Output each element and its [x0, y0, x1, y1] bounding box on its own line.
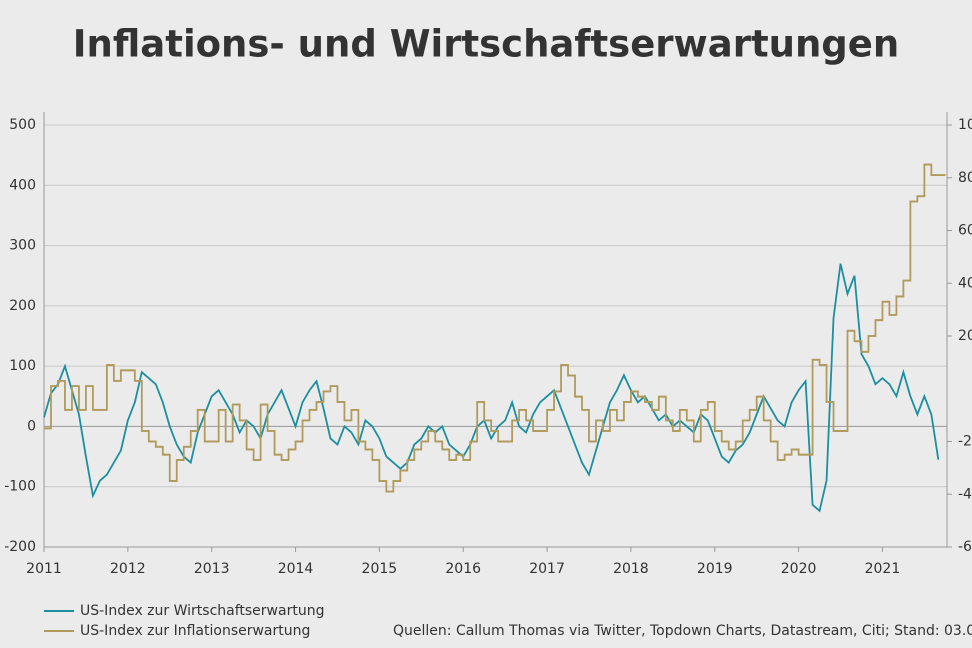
y2-tick-label: -60	[958, 539, 972, 555]
y-tick-label: 400	[9, 177, 36, 193]
x-tick-label: 2012	[110, 561, 146, 577]
y-tick-label: 500	[9, 117, 36, 133]
legend-label: US-Index zur Wirtschaftserwartung	[80, 603, 324, 619]
y-tick-label: -200	[4, 539, 36, 555]
x-tick-label: 2020	[781, 561, 817, 577]
y2-tick-label: -40	[958, 486, 972, 502]
chart-title: Inflations- und Wirtschaftserwartungen	[73, 23, 899, 66]
y-tick-label: -100	[4, 479, 36, 495]
y2-tick-label: 40	[958, 275, 972, 291]
y-tick-label: 0	[27, 418, 36, 434]
x-tick-label: 2013	[194, 561, 230, 577]
step-connector	[44, 163, 946, 493]
legend-label: US-Index zur Inflationserwartung	[80, 623, 310, 639]
series-line	[43, 263, 940, 513]
x-tick-label: 2019	[697, 561, 733, 577]
x-tick-label: 2015	[362, 561, 398, 577]
x-tick-label: 2017	[529, 561, 565, 577]
y2-tick-label: 20	[958, 328, 972, 344]
x-tick-label: 2018	[613, 561, 649, 577]
source-note: Quellen: Callum Thomas via Twitter, Topd…	[393, 623, 972, 639]
y2-tick-label: 60	[958, 223, 972, 239]
y-tick-label: 300	[9, 238, 36, 254]
y2-tick-label: 80	[958, 170, 972, 186]
x-tick-label: 2016	[445, 561, 481, 577]
x-tick-label: 2021	[865, 561, 901, 577]
x-tick-label: 2011	[26, 561, 62, 577]
y-tick-label: 100	[9, 358, 36, 374]
y2-tick-label: 100	[958, 117, 972, 133]
y2-tick-label: -20	[958, 434, 972, 450]
x-tick-label: 2014	[278, 561, 314, 577]
y-tick-label: 200	[9, 298, 36, 314]
